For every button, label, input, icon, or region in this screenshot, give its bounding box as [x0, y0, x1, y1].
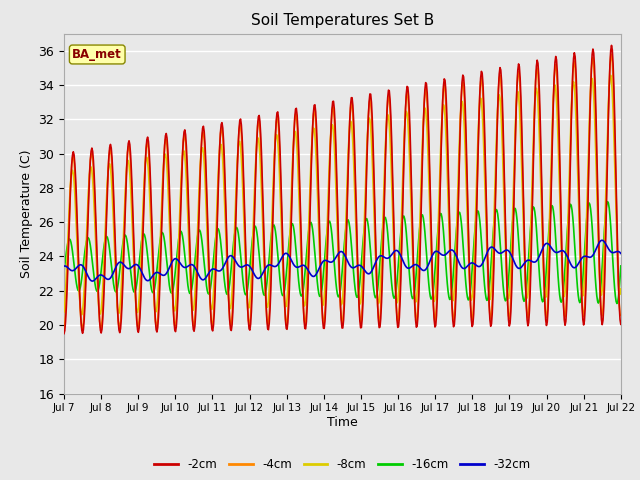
Text: BA_met: BA_met: [72, 48, 122, 61]
Y-axis label: Soil Temperature (C): Soil Temperature (C): [20, 149, 33, 278]
X-axis label: Time: Time: [327, 416, 358, 429]
Title: Soil Temperatures Set B: Soil Temperatures Set B: [251, 13, 434, 28]
Legend: -2cm, -4cm, -8cm, -16cm, -32cm: -2cm, -4cm, -8cm, -16cm, -32cm: [150, 454, 535, 476]
